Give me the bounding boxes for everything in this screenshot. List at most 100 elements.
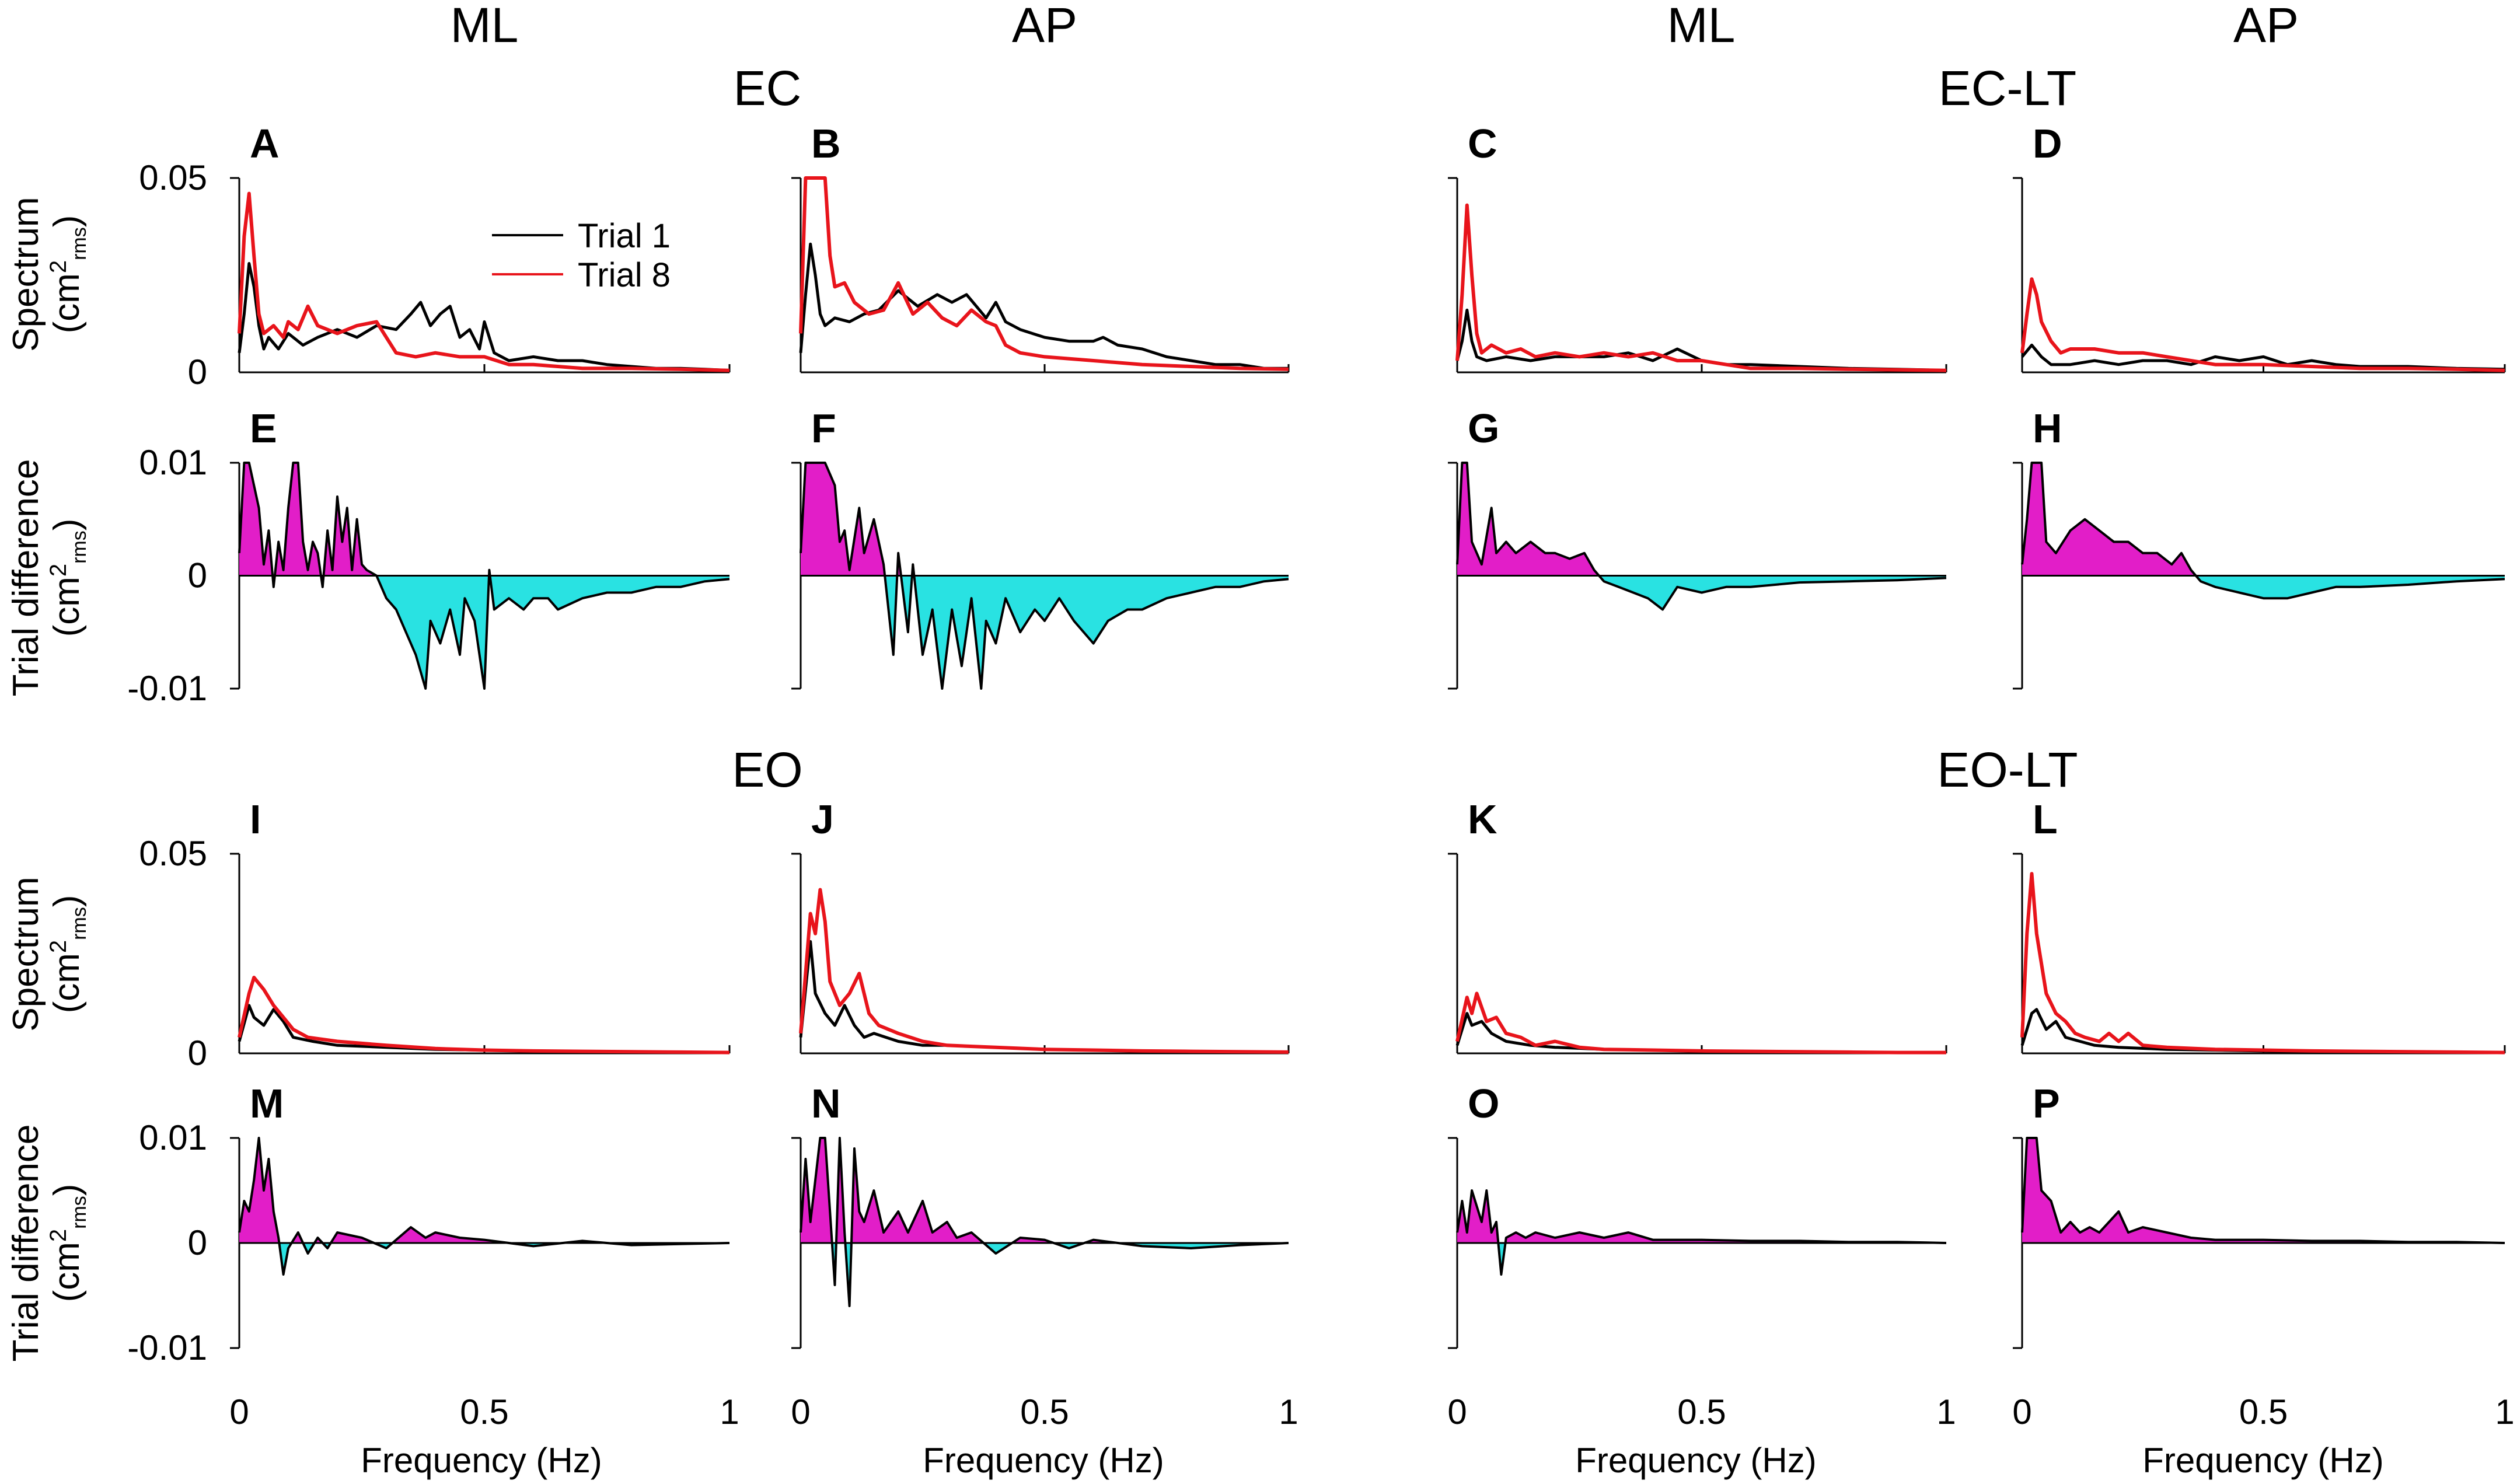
panel-letter-f: F <box>811 406 836 451</box>
trial1-line <box>2021 343 2505 371</box>
x-tick-label: 0.5 <box>2239 1392 2288 1431</box>
negative-fill <box>1599 575 1946 610</box>
panel-n: N <box>791 1081 1289 1349</box>
difference-line <box>238 462 730 690</box>
difference-line <box>1456 462 1947 611</box>
positive-fill <box>1457 463 1599 576</box>
y-tick-label: 0.05 <box>139 158 207 197</box>
x-tick-label: 0.5 <box>1677 1392 1726 1431</box>
x-tick-labels-col3: 0 0.5 1 <box>1447 1392 1956 1431</box>
panel-letter-b: B <box>811 121 841 166</box>
negative-fill <box>832 1243 1289 1306</box>
difference-ylabel-bottom: Trial difference (cm2rms) <box>6 1125 90 1362</box>
y-tick-label: 0.05 <box>139 834 207 873</box>
trial8-line <box>1455 991 1946 1054</box>
difference-ylabel-top-text: Trial difference <box>6 459 46 697</box>
y-tick-label: 0 <box>188 352 207 392</box>
difference-line <box>800 1137 1289 1307</box>
panel-o: O <box>1448 1081 1947 1349</box>
panel-letter-k: K <box>1468 797 1497 842</box>
difference-line <box>2021 1137 2505 1244</box>
column-header-ap-left: AP <box>1012 0 1077 53</box>
panel-e: E -0.01 0 0.01 <box>127 406 730 708</box>
positive-fill <box>801 463 914 576</box>
spectrum-ylabel-top: Spectrum (cm2rms) <box>6 197 90 351</box>
trial1-line <box>799 242 1289 370</box>
spectrum-ylabel-bottom-unit: (cm2rms) <box>46 895 90 1014</box>
column-header-ap-right: AP <box>2233 0 2299 53</box>
condition-title-eo: EO <box>732 742 802 797</box>
panel-b: B <box>791 121 1290 373</box>
panel-i: I 0 0.05 <box>139 797 731 1073</box>
panel-letter-n: N <box>811 1081 841 1126</box>
panel-a: A 0 0.05 <box>139 121 731 392</box>
x-tick-label: 0.5 <box>1020 1392 1069 1431</box>
panel-letter-d: D <box>2033 121 2062 166</box>
x-tick-label: 0.5 <box>460 1392 508 1431</box>
y-tick-label: 0 <box>188 1033 207 1073</box>
condition-title-eo-lt: EO-LT <box>1937 742 2078 797</box>
trial8-line <box>2020 872 2505 1054</box>
x-tick-labels-col4: 0 0.5 1 <box>2012 1392 2514 1431</box>
xlabel-col1: Frequency (Hz) <box>361 1441 602 1480</box>
spectrum-ylabel-bottom: Spectrum (cm2rms) <box>6 877 90 1031</box>
trial8-line <box>2020 277 2505 372</box>
x-tick-label: 0 <box>791 1392 810 1431</box>
y-tick-label: 0 <box>188 556 207 595</box>
panel-letter-l: L <box>2033 797 2058 842</box>
panel-d: D <box>2013 121 2506 373</box>
positive-fill <box>2022 1138 2505 1243</box>
trial8-line <box>1455 203 1947 372</box>
panel-m: M -0.01 0 0.01 <box>127 1081 730 1367</box>
panel-letter-g: G <box>1468 406 1499 451</box>
legend-label-trial8: Trial 8 <box>578 256 671 294</box>
trial8-line <box>238 191 730 372</box>
positive-fill <box>239 463 490 576</box>
x-tick-label: 0 <box>1447 1392 1467 1431</box>
trial8-line <box>799 888 1289 1054</box>
positive-fill <box>239 1138 607 1243</box>
x-tick-label: 1 <box>1279 1392 1298 1431</box>
xlabel-col2: Frequency (Hz) <box>923 1441 1164 1480</box>
panel-letter-o: O <box>1468 1081 1499 1126</box>
difference-ylabel-top-unit: (cm2rms) <box>46 519 90 637</box>
difference-ylabel-top: Trial difference (cm2rms) <box>6 459 90 697</box>
panel-letter-m: M <box>250 1081 284 1126</box>
condition-title-ec-lt: EC-LT <box>1939 61 2076 116</box>
panel-letter-e: E <box>250 406 277 451</box>
difference-line <box>1456 1189 1947 1276</box>
x-tick-label: 1 <box>2495 1392 2514 1431</box>
x-tick-labels-col2: 0 0.5 1 <box>791 1392 1298 1431</box>
trial1-line <box>238 262 730 372</box>
difference-line <box>2021 462 2505 600</box>
x-tick-label: 0 <box>2012 1392 2031 1431</box>
y-tick-label: 0.01 <box>139 1118 207 1157</box>
x-tick-labels-col1: 0 0.5 1 <box>229 1392 739 1431</box>
panel-h: H <box>2013 406 2505 690</box>
negative-fill <box>279 1243 729 1275</box>
positive-fill <box>801 1138 1118 1243</box>
positive-fill <box>2022 463 2196 576</box>
y-tick-label: -0.01 <box>127 1328 207 1367</box>
spectrum-ylabel-top-text: Spectrum <box>6 197 46 351</box>
difference-ylabel-bottom-text: Trial difference <box>6 1125 46 1362</box>
y-tick-label: 0.01 <box>139 443 207 482</box>
condition-title-ec: EC <box>734 61 802 116</box>
panel-c: C <box>1448 121 1947 373</box>
difference-line <box>238 1137 730 1276</box>
column-header-ml-left: ML <box>451 0 519 53</box>
panel-letter-a: A <box>250 121 280 166</box>
panel-j: J <box>791 797 1290 1054</box>
legend-label-trial1: Trial 1 <box>578 217 671 255</box>
negative-fill <box>2195 575 2505 599</box>
spectrum-ylabel-top-unit: (cm2rms) <box>46 215 90 334</box>
panel-letter-j: J <box>811 797 834 842</box>
trial1-line <box>799 940 1289 1054</box>
x-tick-label: 1 <box>1936 1392 1956 1431</box>
x-tick-label: 1 <box>720 1392 739 1431</box>
xlabel-col4: Frequency (Hz) <box>2142 1441 2383 1480</box>
difference-line <box>800 462 1289 690</box>
panel-l: L <box>2013 797 2506 1054</box>
